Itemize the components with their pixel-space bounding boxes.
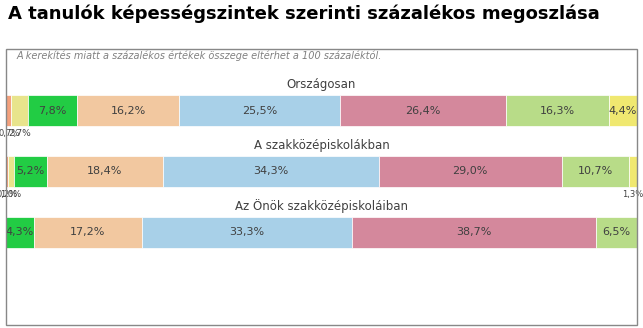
Bar [6,95,11,126]
Bar [379,156,561,187]
Text: 17,2%: 17,2% [70,227,105,237]
Bar [609,95,637,126]
Bar [142,217,352,248]
Bar [8,156,14,187]
Bar [11,95,28,126]
Text: Országosan: Országosan [287,78,356,91]
Bar [629,156,637,187]
Text: 0,2%: 0,2% [0,190,17,199]
Bar [163,156,379,187]
Bar [6,156,8,187]
Bar [77,95,179,126]
Text: 34,3%: 34,3% [253,167,289,176]
Text: 29,0%: 29,0% [453,167,488,176]
Bar [506,95,609,126]
Text: 2,7%: 2,7% [8,129,31,138]
Text: 7,8%: 7,8% [38,106,67,115]
Bar [340,95,506,126]
Bar [561,156,629,187]
Bar [33,217,142,248]
Text: 38,7%: 38,7% [456,227,491,237]
Text: 5,2%: 5,2% [16,167,44,176]
Text: 33,3%: 33,3% [230,227,264,237]
Bar [14,156,47,187]
Text: 1,3%: 1,3% [622,190,643,199]
Text: A szakközépiskolákban: A szakközépiskolákban [253,139,390,152]
Bar [6,217,33,248]
Text: 1,0%: 1,0% [0,190,21,199]
Text: 16,3%: 16,3% [540,106,575,115]
Bar [595,217,637,248]
Text: 25,5%: 25,5% [242,106,277,115]
Text: A kerekítés miatt a százalékos értékek összege eltérhet a 100 százaléktól.: A kerekítés miatt a százalékos értékek ö… [16,51,381,61]
Bar [352,217,595,248]
Text: 6,5%: 6,5% [602,227,630,237]
Bar [28,95,77,126]
Text: 18,4%: 18,4% [87,167,122,176]
Text: 16,2%: 16,2% [111,106,146,115]
Text: 4,3%: 4,3% [6,227,34,237]
Text: 26,4%: 26,4% [405,106,440,115]
Text: Az Önök szakközépiskoláiban: Az Önök szakközépiskoláiban [235,199,408,213]
Text: 4,4%: 4,4% [608,106,637,115]
Bar [179,95,340,126]
Bar [47,156,163,187]
Text: 0,7%: 0,7% [0,129,19,138]
Text: 10,7%: 10,7% [577,167,613,176]
Text: A tanulók képességszintek szerinti százalékos megoszlása: A tanulók képességszintek szerinti száza… [8,5,599,23]
